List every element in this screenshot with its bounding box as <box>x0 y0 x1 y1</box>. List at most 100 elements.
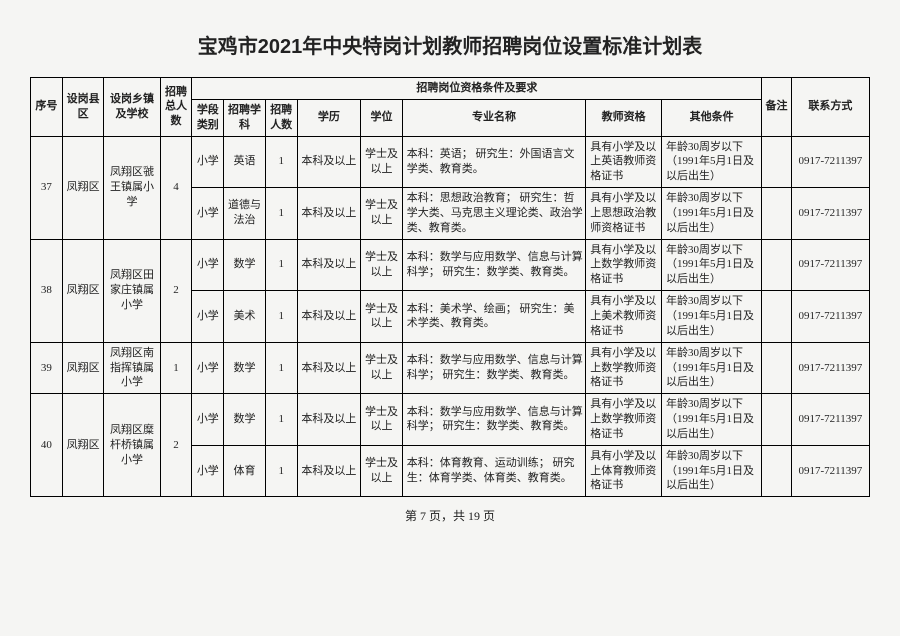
col-header: 联系方式 <box>791 78 869 137</box>
cell: 学士及以上 <box>361 239 403 291</box>
cell: 学士及以上 <box>361 342 403 394</box>
col-header: 学位 <box>361 99 403 136</box>
cell: 具有小学及以上数学教师资格证书 <box>586 342 662 394</box>
cell: 具有小学及以上美术教师资格证书 <box>586 291 662 343</box>
cell: 1 <box>265 239 297 291</box>
cell: 4 <box>160 136 192 239</box>
cell: 1 <box>160 342 192 394</box>
col-header: 招聘学科 <box>224 99 266 136</box>
cell: 2 <box>160 394 192 497</box>
cell: 凤翔区虢王镇属小学 <box>104 136 160 239</box>
cell: 1 <box>265 394 297 446</box>
cell: 体育 <box>224 445 266 497</box>
cell: 小学 <box>192 394 224 446</box>
cell: 0917-7211397 <box>791 291 869 343</box>
cell: 学士及以上 <box>361 445 403 497</box>
cell: 0917-7211397 <box>791 445 869 497</box>
col-header: 招聘人数 <box>265 99 297 136</box>
cell <box>762 239 791 291</box>
cell: 本科：英语； 研究生：外国语言文学类、教育类。 <box>402 136 585 188</box>
cell: 年龄30周岁以下（1991年5月1日及以后出生） <box>662 239 762 291</box>
cell: 1 <box>265 291 297 343</box>
col-header: 招聘总人数 <box>160 78 192 137</box>
page-title: 宝鸡市2021年中央特岗计划教师招聘岗位设置标准计划表 <box>30 30 870 59</box>
cell: 37 <box>31 136 63 239</box>
plan-table: 序号设岗县区设岗乡镇及学校招聘总人数招聘岗位资格条件及要求备注联系方式学段类别招… <box>30 77 870 497</box>
cell <box>762 291 791 343</box>
cell: 数学 <box>224 394 266 446</box>
page-footer: 第 7 页，共 19 页 <box>30 507 870 524</box>
cell: 1 <box>265 445 297 497</box>
cell: 小学 <box>192 239 224 291</box>
cell <box>762 445 791 497</box>
cell: 凤翔区 <box>62 342 104 394</box>
cell: 本科及以上 <box>297 291 361 343</box>
col-header: 序号 <box>31 78 63 137</box>
cell: 1 <box>265 188 297 240</box>
cell: 1 <box>265 342 297 394</box>
col-header: 招聘岗位资格条件及要求 <box>192 78 762 100</box>
cell: 2 <box>160 239 192 342</box>
cell: 凤翔区 <box>62 136 104 239</box>
cell: 0917-7211397 <box>791 342 869 394</box>
cell: 小学 <box>192 291 224 343</box>
cell: 道德与法治 <box>224 188 266 240</box>
cell: 本科：数学与应用数学、信息与计算科学； 研究生：数学类、教育类。 <box>402 394 585 446</box>
table-row: 37凤翔区凤翔区虢王镇属小学4小学英语1本科及以上学士及以上本科：英语； 研究生… <box>31 136 870 188</box>
cell: 小学 <box>192 136 224 188</box>
table-row: 39凤翔区凤翔区南指挥镇属小学1小学数学1本科及以上学士及以上本科：数学与应用数… <box>31 342 870 394</box>
cell <box>762 342 791 394</box>
cell: 数学 <box>224 239 266 291</box>
col-header: 专业名称 <box>402 99 585 136</box>
col-header: 设岗乡镇及学校 <box>104 78 160 137</box>
cell: 学士及以上 <box>361 291 403 343</box>
cell: 年龄30周岁以下（1991年5月1日及以后出生） <box>662 342 762 394</box>
cell: 0917-7211397 <box>791 188 869 240</box>
cell: 40 <box>31 394 63 497</box>
cell: 凤翔区糜杆桥镇属小学 <box>104 394 160 497</box>
cell: 具有小学及以上英语教师资格证书 <box>586 136 662 188</box>
cell: 38 <box>31 239 63 342</box>
cell: 学士及以上 <box>361 188 403 240</box>
cell: 具有小学及以上体育教师资格证书 <box>586 445 662 497</box>
table-row: 40凤翔区凤翔区糜杆桥镇属小学2小学数学1本科及以上学士及以上本科：数学与应用数… <box>31 394 870 446</box>
cell: 1 <box>265 136 297 188</box>
cell: 0917-7211397 <box>791 136 869 188</box>
cell: 美术 <box>224 291 266 343</box>
cell: 小学 <box>192 445 224 497</box>
cell: 本科：数学与应用数学、信息与计算科学； 研究生：数学类、教育类。 <box>402 239 585 291</box>
cell: 本科：数学与应用数学、信息与计算科学； 研究生：数学类、教育类。 <box>402 342 585 394</box>
cell <box>762 394 791 446</box>
cell: 小学 <box>192 188 224 240</box>
cell: 凤翔区 <box>62 239 104 342</box>
cell: 具有小学及以上数学教师资格证书 <box>586 239 662 291</box>
cell: 英语 <box>224 136 266 188</box>
cell: 凤翔区田家庄镇属小学 <box>104 239 160 342</box>
col-header: 设岗县区 <box>62 78 104 137</box>
cell: 本科及以上 <box>297 136 361 188</box>
col-header: 教师资格 <box>586 99 662 136</box>
cell: 本科及以上 <box>297 394 361 446</box>
table-row: 38凤翔区凤翔区田家庄镇属小学2小学数学1本科及以上学士及以上本科：数学与应用数… <box>31 239 870 291</box>
col-header: 学历 <box>297 99 361 136</box>
cell: 凤翔区 <box>62 394 104 497</box>
col-header: 其他条件 <box>662 99 762 136</box>
col-header: 备注 <box>762 78 791 137</box>
cell: 0917-7211397 <box>791 394 869 446</box>
cell: 本科：体育教育、运动训练； 研究生：体育学类、体育类、教育类。 <box>402 445 585 497</box>
cell: 本科及以上 <box>297 445 361 497</box>
cell: 学士及以上 <box>361 136 403 188</box>
cell: 年龄30周岁以下（1991年5月1日及以后出生） <box>662 394 762 446</box>
cell: 具有小学及以上数学教师资格证书 <box>586 394 662 446</box>
cell: 数学 <box>224 342 266 394</box>
cell: 年龄30周岁以下（1991年5月1日及以后出生） <box>662 445 762 497</box>
cell: 小学 <box>192 342 224 394</box>
cell: 本科及以上 <box>297 342 361 394</box>
cell: 具有小学及以上思想政治教师资格证书 <box>586 188 662 240</box>
cell: 年龄30周岁以下（1991年5月1日及以后出生） <box>662 291 762 343</box>
cell <box>762 188 791 240</box>
col-header: 学段类别 <box>192 99 224 136</box>
cell: 本科及以上 <box>297 188 361 240</box>
cell <box>762 136 791 188</box>
cell: 本科：思想政治教育； 研究生：哲学大类、马克思主义理论类、政治学类、教育类。 <box>402 188 585 240</box>
